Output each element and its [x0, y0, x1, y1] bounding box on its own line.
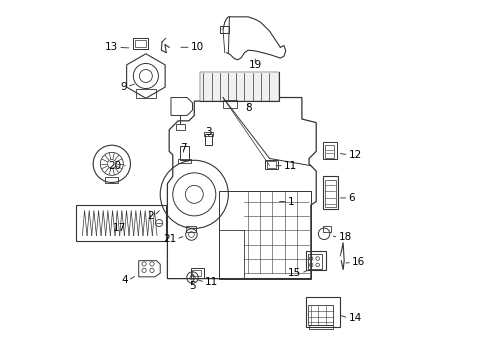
Bar — [305, 251, 325, 270]
Bar — [76, 205, 165, 241]
Bar — [175, 125, 184, 130]
Bar — [219, 191, 310, 279]
Bar — [180, 146, 188, 160]
Bar — [308, 305, 333, 325]
Bar — [105, 177, 118, 183]
Bar — [323, 142, 336, 159]
Bar — [186, 226, 196, 232]
Text: 17: 17 — [112, 224, 125, 233]
Text: 19: 19 — [248, 60, 262, 70]
Text: 10: 10 — [190, 42, 203, 52]
Text: 16: 16 — [351, 257, 365, 267]
Bar — [190, 268, 204, 278]
Text: 11: 11 — [284, 161, 297, 171]
Text: 1: 1 — [287, 197, 294, 207]
Bar — [323, 176, 338, 209]
Text: 9: 9 — [120, 82, 126, 92]
Text: 15: 15 — [287, 268, 301, 278]
Bar — [322, 226, 330, 232]
Bar — [203, 132, 213, 135]
Bar — [307, 254, 322, 269]
Text: 5: 5 — [189, 281, 195, 291]
Bar — [199, 72, 278, 101]
Text: 7: 7 — [180, 143, 186, 153]
Bar — [308, 325, 333, 329]
Text: 18: 18 — [338, 232, 351, 242]
Text: 20: 20 — [108, 161, 122, 171]
Bar — [324, 145, 333, 158]
Bar — [223, 100, 237, 108]
Bar — [135, 40, 145, 47]
Text: 4: 4 — [121, 275, 128, 285]
Text: 11: 11 — [204, 277, 218, 287]
Text: 14: 14 — [348, 313, 361, 323]
Bar — [220, 26, 228, 33]
Text: 12: 12 — [348, 150, 361, 160]
Text: 2: 2 — [147, 211, 154, 221]
Bar — [199, 72, 278, 101]
Bar — [305, 297, 340, 327]
Text: 3: 3 — [205, 127, 211, 136]
Bar — [204, 134, 212, 145]
Bar — [192, 270, 201, 276]
Text: 13: 13 — [105, 42, 118, 52]
Bar — [136, 89, 156, 98]
Text: 8: 8 — [244, 103, 251, 113]
Bar — [133, 39, 148, 49]
Bar — [266, 161, 275, 168]
Text: 21: 21 — [163, 234, 176, 244]
Bar — [265, 160, 278, 169]
Text: 6: 6 — [348, 193, 354, 203]
Bar — [324, 180, 335, 207]
Bar — [178, 159, 190, 163]
